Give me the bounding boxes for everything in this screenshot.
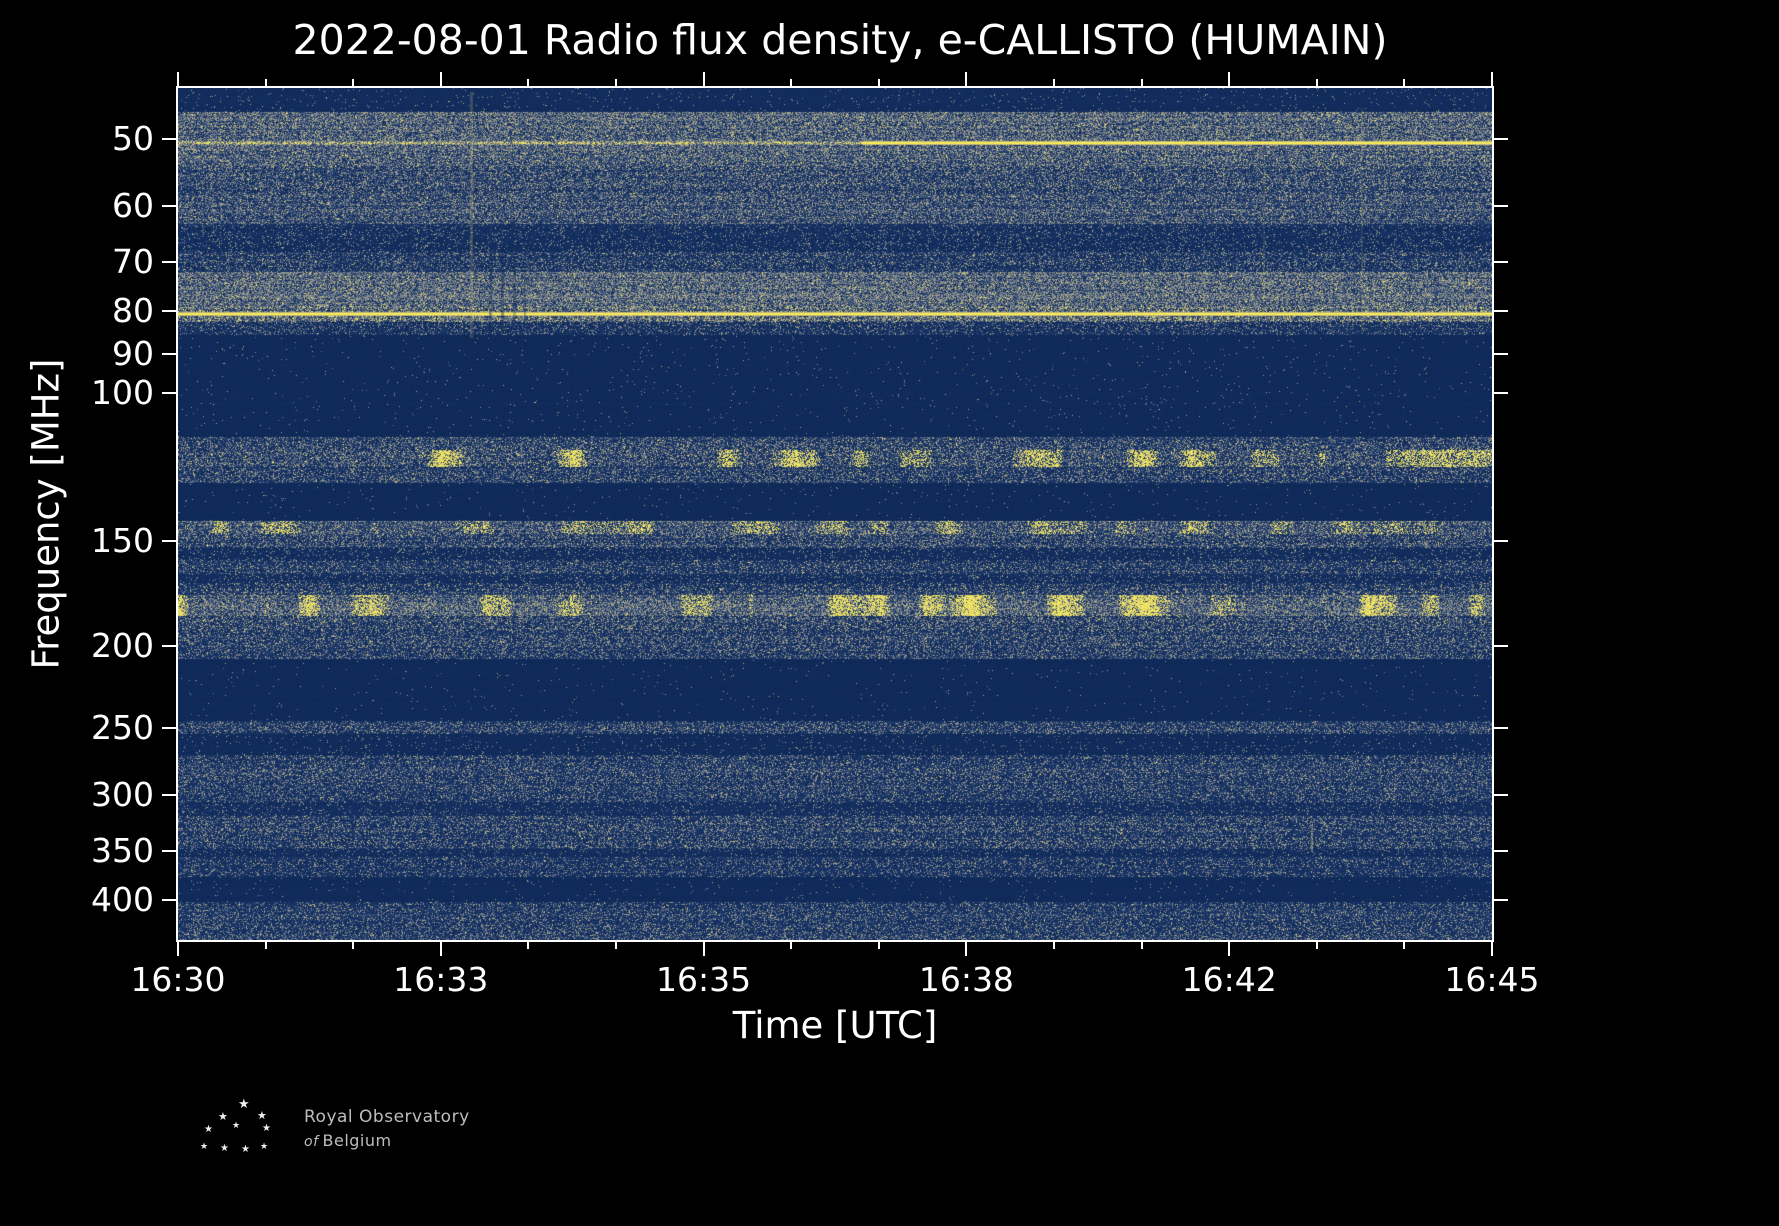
y-tick-label: 90	[112, 334, 154, 374]
star-icon: ★	[238, 1097, 250, 1112]
y-tick-label: 250	[91, 708, 154, 748]
y-tick-label: 150	[91, 521, 154, 561]
x-tick-major-top	[439, 72, 442, 88]
rob-logo-stars: ★ ★ ★ ★ ★ ★ ★ ★ ★ ★	[200, 1098, 278, 1160]
y-tick-major-right	[1492, 353, 1508, 356]
x-tick-major-top	[702, 72, 705, 88]
x-tick-label: 16:38	[918, 960, 1014, 999]
y-tick-major	[162, 391, 178, 394]
x-tick-major	[439, 940, 442, 956]
x-tick-minor	[615, 940, 617, 949]
y-tick-major	[162, 899, 178, 902]
x-tick-minor-top	[1315, 79, 1318, 88]
y-tick-label: 50	[112, 118, 154, 158]
x-tick-minor-top	[877, 79, 880, 88]
y-tick-major	[162, 645, 178, 648]
y-tick-major	[162, 850, 178, 853]
y-tick-major-right	[1492, 261, 1508, 264]
x-tick-minor	[352, 940, 355, 949]
x-tick-minor-top	[527, 79, 530, 88]
y-tick-label: 300	[91, 774, 154, 814]
y-tick-label: 60	[112, 185, 154, 225]
star-icon: ★	[204, 1124, 213, 1135]
x-tick-major	[177, 940, 179, 956]
y-tick-label: 200	[91, 626, 154, 666]
y-tick-major-right	[1492, 850, 1508, 853]
y-tick-major	[162, 137, 178, 140]
y-tick-major-right	[1492, 793, 1508, 796]
x-tick-minor-top	[264, 79, 267, 88]
spectrogram-canvas	[178, 88, 1492, 940]
x-tick-minor	[1403, 940, 1406, 949]
y-tick-major-right	[1492, 899, 1508, 902]
y-tick-label: 80	[112, 291, 154, 331]
y-tick-label: 100	[91, 372, 154, 412]
star-icon: ★	[241, 1144, 250, 1155]
x-tick-label: 16:30	[130, 960, 226, 999]
x-tick-minor-top	[1053, 79, 1055, 88]
y-tick-major-right	[1492, 540, 1508, 543]
x-tick-minor	[1053, 940, 1055, 949]
star-icon: ★	[218, 1110, 228, 1123]
rob-logo-line2: Belgium	[322, 1130, 392, 1150]
rob-logo-text: Royal Observatory of Belgium	[304, 1106, 470, 1152]
y-tick-major	[162, 261, 178, 264]
star-icon: ★	[232, 1121, 241, 1131]
x-tick-major	[965, 940, 968, 956]
x-axis-label: Time [UTC]	[732, 1004, 938, 1047]
x-tick-major-top	[1228, 72, 1231, 88]
y-tick-major-right	[1492, 204, 1508, 207]
x-tick-label: 16:42	[1181, 960, 1277, 999]
y-tick-major	[162, 353, 178, 356]
chart-title: 2022-08-01 Radio flux density, e-CALLIST…	[292, 16, 1388, 64]
y-tick-major-right	[1492, 727, 1508, 730]
x-tick-minor	[264, 940, 267, 949]
x-tick-major-top	[965, 72, 968, 88]
x-tick-label: 16:45	[1444, 960, 1540, 999]
y-tick-major	[162, 727, 178, 730]
y-tick-major	[162, 540, 178, 543]
rob-logo-line2-prefix: of	[304, 1133, 319, 1150]
x-tick-minor-top	[790, 79, 793, 88]
x-tick-major	[702, 940, 705, 956]
x-tick-major-top	[1491, 72, 1493, 88]
y-tick-major	[162, 793, 178, 796]
x-tick-minor	[1140, 940, 1143, 949]
y-tick-major-right	[1492, 137, 1508, 140]
plot-frame	[176, 86, 1494, 942]
x-tick-label: 16:35	[656, 960, 752, 999]
rob-logo-line1: Royal Observatory	[304, 1106, 470, 1127]
x-tick-major	[1491, 940, 1493, 956]
x-tick-minor-top	[1403, 79, 1406, 88]
y-tick-major-right	[1492, 391, 1508, 394]
x-tick-minor-top	[1140, 79, 1143, 88]
x-tick-minor	[790, 940, 793, 949]
y-tick-major	[162, 310, 178, 313]
y-tick-major	[162, 204, 178, 207]
y-tick-label: 350	[91, 831, 154, 871]
x-tick-minor	[877, 940, 880, 949]
y-tick-label: 70	[112, 242, 154, 282]
y-tick-label: 400	[91, 880, 154, 920]
x-tick-label: 16:33	[393, 960, 489, 999]
x-tick-minor-top	[352, 79, 355, 88]
x-tick-major-top	[177, 72, 179, 88]
x-tick-minor-top	[615, 79, 617, 88]
star-icon: ★	[257, 1109, 267, 1122]
rob-logo: ★ ★ ★ ★ ★ ★ ★ ★ ★ ★ Royal Observatory of Belgium	[200, 1098, 470, 1160]
star-icon: ★	[220, 1143, 229, 1154]
y-tick-major-right	[1492, 645, 1508, 648]
x-tick-major	[1228, 940, 1231, 956]
star-icon: ★	[200, 1142, 209, 1152]
rob-logo-line2-wrap: of Belgium	[304, 1130, 470, 1153]
x-tick-minor	[1315, 940, 1318, 949]
star-icon: ★	[260, 1142, 269, 1152]
y-tick-major-right	[1492, 310, 1508, 313]
star-icon: ★	[262, 1123, 271, 1134]
x-tick-minor	[527, 940, 530, 949]
